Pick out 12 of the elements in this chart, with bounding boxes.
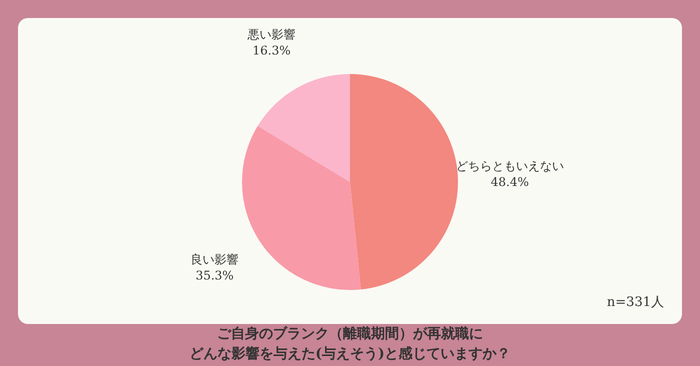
pie-slice <box>242 126 361 290</box>
pie-slice <box>258 74 350 182</box>
pie-slice <box>350 74 458 290</box>
data-label: 35.3% <box>196 268 234 282</box>
text: どんな影響を与えた(与えそう)と感じていますか？ <box>189 345 511 362</box>
slice-label: 良い影響 <box>190 252 239 266</box>
data-label: 16.3% <box>252 44 291 58</box>
slice-label: どちらともいえない <box>456 158 564 173</box>
data-label: 48.4% <box>490 174 529 189</box>
slice-label: 悪い影響 <box>246 28 296 42</box>
text: ご自身のブランク（離職期間）が再就職に <box>217 325 483 342</box>
text: n=331人 <box>606 295 664 310</box>
